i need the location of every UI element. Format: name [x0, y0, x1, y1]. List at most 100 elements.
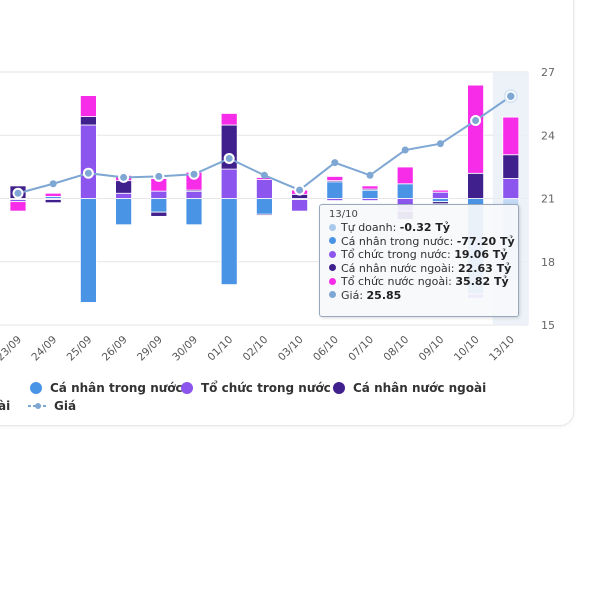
legend-item-to-chuc-trong-nuoc[interactable]: Tổ chức trong nước: [181, 381, 331, 395]
tooltip-value: 19.06 Tỷ: [454, 248, 508, 261]
price-point: [223, 152, 235, 164]
y-tick-label: 15: [541, 319, 555, 332]
legend-item-ca-nhan-nuoc-ngoai[interactable]: Cá nhân nước ngoài: [333, 381, 486, 395]
bar-segment: [255, 213, 273, 216]
series-dot-icon: [329, 250, 336, 258]
bar-segment: [361, 198, 379, 201]
legend-label: Cá nhân trong nước: [50, 381, 183, 395]
x-tick-label: 02/10: [241, 334, 271, 364]
tooltip-row: Cá nhân nước ngoài: 22.63 Tỷ: [329, 261, 512, 276]
tooltip-value: -0.32 Tỷ: [399, 221, 451, 234]
bar-segment: [467, 84, 485, 174]
tooltip-label: Tự doanh:: [341, 221, 400, 234]
bar-segment: [326, 198, 344, 201]
bar-segment: [220, 113, 238, 126]
bar-segment: [326, 181, 344, 199]
legend-circle-icon: [30, 382, 42, 394]
bar-segment: [361, 185, 379, 190]
bar-segment: [150, 198, 168, 213]
x-tick-label: 01/10: [205, 334, 235, 364]
tooltip-label: Cá nhân nước ngoài:: [341, 261, 458, 275]
price-point: [505, 90, 517, 102]
x-tick-label: 06/10: [311, 334, 341, 364]
price-point: [118, 171, 130, 183]
price-point: [188, 168, 200, 180]
bar-segment: [502, 178, 520, 199]
bar-segment: [396, 183, 414, 199]
price-point: [260, 171, 268, 179]
tooltip-row: Cá nhân trong nước: -77.20 Tỷ: [329, 234, 515, 249]
series-dot-icon: [329, 237, 336, 244]
bar-segment: [220, 198, 238, 285]
legend-circle-icon: [181, 382, 193, 394]
legend-label: ài: [0, 399, 11, 413]
bar-segment: [326, 176, 344, 182]
x-tick-label: 30/09: [170, 334, 200, 364]
price-point: [153, 170, 165, 182]
bar-segment: [431, 198, 449, 203]
price-point: [82, 167, 94, 179]
y-tick-label: 27: [541, 66, 555, 79]
tooltip-row: Tổ chức nước ngoài: 35.82 Tỷ: [329, 275, 509, 289]
bar-segment: [467, 172, 485, 199]
bar-segment: [431, 201, 449, 205]
bar-segment: [44, 199, 62, 204]
x-tick-label: 25/09: [65, 334, 95, 364]
bar-segment: [502, 116, 520, 156]
price-point: [401, 146, 409, 154]
x-tick-label: 09/10: [417, 334, 447, 364]
bar-segment: [185, 190, 203, 199]
series-dot-icon: [329, 277, 336, 285]
bar-segment: [502, 154, 520, 179]
x-tick-label: 13/10: [487, 334, 517, 364]
tooltip-row: Tự doanh: -0.32 Tỷ: [329, 221, 509, 235]
bar-segment: [291, 199, 309, 212]
price-point: [49, 180, 57, 188]
price-point: [470, 114, 482, 126]
bar-segment: [255, 198, 273, 215]
legend-circle-icon: [333, 382, 345, 394]
bar-segment: [44, 192, 62, 197]
bar-segment: [80, 124, 97, 199]
bar-segment: [431, 189, 449, 193]
tooltip-label: Tổ chức nước ngoài:: [341, 275, 456, 288]
tooltip-date: 13/10: [329, 209, 358, 220]
tooltip-value: 22.63 Tỷ: [457, 261, 512, 275]
x-tick-label: 29/09: [135, 334, 165, 364]
bar-segment: [150, 190, 168, 199]
tooltip: 13/10 Tự doanh: -0.32 Tỷ Cá nhân trong nư…: [319, 204, 519, 317]
bar-segment: [80, 116, 97, 126]
x-tick-label: 10/10: [452, 334, 482, 364]
y-axis-right: 15 18 21 24 27: [541, 66, 555, 332]
x-tick-label: 07/10: [346, 334, 376, 364]
legend-item-gia[interactable]: Giá: [28, 399, 76, 413]
tooltip-label: Tổ chức trong nước:: [341, 248, 455, 261]
x-tick-label: 08/10: [381, 334, 411, 364]
bar-segment: [396, 166, 414, 185]
price-point: [12, 187, 24, 199]
bar-segment: [431, 191, 449, 199]
tooltip-row: Tổ chức trong nước: 19.06 Tỷ: [329, 248, 509, 262]
bar-segment: [361, 189, 379, 199]
series-dot-icon: [329, 223, 336, 231]
bar-segment: [185, 198, 203, 226]
x-tick-label: 03/10: [276, 334, 306, 364]
price-point: [366, 171, 374, 179]
tooltip-value: -77.20 Tỷ: [456, 234, 515, 248]
legend-item-partial[interactable]: ài: [0, 381, 10, 413]
legend-label: Tổ chức trong nước: [201, 381, 331, 395]
tooltip-label: Cá nhân trong nước:: [341, 234, 457, 248]
bar-segment: [80, 198, 97, 303]
bar-segment: [255, 179, 273, 199]
bar-segment: [115, 198, 132, 226]
bar-segment: [220, 168, 238, 199]
y-tick-label: 18: [541, 256, 555, 269]
price-line: [12, 89, 518, 199]
y-tick-label: 21: [541, 193, 555, 206]
tooltip-value: 35.82 Tỷ: [455, 275, 509, 288]
legend-item-ca-nhan-trong-nuoc[interactable]: Cá nhân trong nước: [30, 381, 183, 395]
tooltip-row: Giá: 25.85: [329, 289, 509, 303]
x-tick-label: 26/09: [100, 334, 130, 364]
tooltip-value: 25.85: [366, 288, 402, 302]
series-dot-icon: [329, 264, 336, 271]
